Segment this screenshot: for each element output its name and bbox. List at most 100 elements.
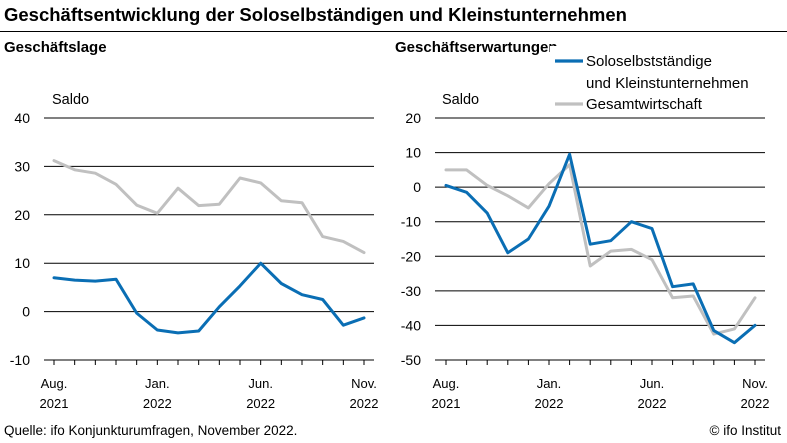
chart-1-ylabel: Saldo <box>442 92 479 108</box>
chart-0-point-solo <box>280 282 283 285</box>
chart-1-point-solo <box>651 227 653 230</box>
chart-0-point-gesamt <box>53 159 55 162</box>
chart-1-legend-label-solo: Soloselbstständige <box>586 53 712 70</box>
chart-1-point-gesamt <box>527 207 530 209</box>
chart-0-point-solo <box>53 276 55 279</box>
chart-1-point-gesamt <box>671 296 674 299</box>
chart-0-xtick-label: Jun. <box>248 376 273 391</box>
chart-0-ytick-label: 20 <box>14 207 30 223</box>
chart-1-legend-bg <box>550 46 786 92</box>
chart-0-point-solo <box>363 317 365 319</box>
chart-0-point-gesamt <box>259 182 262 184</box>
chart-1-ytick-label: 10 <box>405 145 421 161</box>
chart-1-xtick-label: Nov. <box>742 376 768 391</box>
chart-0-point-gesamt <box>363 251 365 254</box>
chart-1-point-gesamt <box>465 169 468 171</box>
chart-1-series-solo <box>444 152 757 345</box>
source-note: Quelle: ifo Konjunkturumfragen, November… <box>4 423 298 438</box>
chart-0-xtick-label: Aug. <box>41 376 68 391</box>
chart-1-point-solo <box>465 191 468 194</box>
chart-0-point-solo <box>156 329 159 331</box>
chart-1-xtick-year: 2022 <box>638 396 667 411</box>
charts-canvas: -10010203040SaldoAug.2021Jan.2022Jun.202… <box>9 46 786 411</box>
chart-0-point-solo <box>342 324 345 326</box>
chart-0-point-solo <box>177 332 179 334</box>
chart-0-point-gesamt <box>197 204 200 207</box>
chart-1-ytick-label: -10 <box>401 214 421 230</box>
chart-0-ytick-label: 0 <box>22 304 30 320</box>
chart-1-ytick-label: 0 <box>413 179 421 195</box>
chart-1-ylabel-bg <box>438 86 490 108</box>
panel-right-title: Geschäftserwartungen <box>395 39 558 56</box>
chart-0-xtick-year: 2021 <box>40 396 69 411</box>
chart-1-point-solo <box>610 239 612 242</box>
chart-0-xtick-label: Nov. <box>351 376 377 391</box>
chart-1-point-gesamt <box>651 258 653 261</box>
chart-1-point-gesamt <box>754 296 756 299</box>
chart-1-point-gesamt <box>630 248 633 251</box>
chart-1-xtick-label: Aug. <box>433 376 460 391</box>
chart-1-xtick-year: 2022 <box>535 396 564 411</box>
chart-0-xtick-year: 2022 <box>350 396 379 411</box>
chart-1-point-solo <box>527 238 530 240</box>
chart-0-xtick-year: 2022 <box>143 396 172 411</box>
chart-1-point-solo <box>445 184 447 187</box>
chart-1-ytick-label: -50 <box>401 352 421 368</box>
chart-1-ytick-label: -20 <box>401 248 421 264</box>
chart-1-point-solo <box>671 285 674 288</box>
chart-0-series-solo <box>52 261 366 335</box>
chart-1-point-gesamt <box>713 333 715 335</box>
chart-0-point-gesamt <box>73 168 76 171</box>
chart-1-point-gesamt <box>486 184 489 187</box>
chart-title: Geschäftsentwicklung der Soloselbständig… <box>4 4 627 25</box>
chart-1-xtick-label: Jun. <box>640 376 665 391</box>
chart-0-point-solo <box>73 279 76 281</box>
chart-0-point-gesamt <box>156 212 159 215</box>
chart-1-ytick-label: -40 <box>401 317 421 333</box>
chart-1-point-solo <box>754 324 756 327</box>
chart-1-point-solo <box>568 153 571 156</box>
chart-1-point-solo <box>733 341 736 344</box>
title-rule <box>0 31 787 32</box>
chart-1-xtick-label: Jan. <box>537 376 562 391</box>
chart-1-point-solo <box>630 220 633 223</box>
chart-1-legend-bg <box>550 89 786 113</box>
panel-left-title: Geschäftslage <box>4 39 107 56</box>
chart-0-point-solo <box>239 285 241 287</box>
chart-0-point-gesamt <box>239 177 241 179</box>
chart-0-point-gesamt <box>94 172 97 174</box>
chart-0-point-gesamt <box>177 187 179 189</box>
chart-1-ytick-label: 20 <box>405 110 421 126</box>
chart-0-series-gesamt <box>52 159 366 255</box>
chart-1-series-gesamt <box>444 163 757 336</box>
chart-1-point-solo <box>713 329 715 332</box>
chart-1-ytick-label: -30 <box>401 283 421 299</box>
chart-0-xtick-label: Jan. <box>145 376 170 391</box>
chart-1-point-gesamt <box>733 328 736 330</box>
chart-1-point-gesamt <box>589 265 591 267</box>
chart-1-xtick-year: 2021 <box>432 396 461 411</box>
chart-1-point-gesamt <box>610 250 612 252</box>
chart-0-point-solo <box>321 298 324 301</box>
chart-0-point-solo <box>259 262 262 265</box>
chart-1-point-gesamt <box>568 163 571 166</box>
chart-1-point-gesamt <box>507 194 509 197</box>
chart-0-ytick-label: 30 <box>14 158 30 174</box>
chart-0-point-solo <box>115 278 117 280</box>
chart-1-legend-label-gesamt: Gesamtwirtschaft <box>586 96 703 113</box>
copyright-note: © ifo Institut <box>709 423 781 438</box>
chart-1-point-solo <box>507 252 509 254</box>
chart-1-point-gesamt <box>548 182 550 185</box>
chart-0-point-gesamt <box>135 204 138 206</box>
chart-0-point-solo <box>301 293 303 296</box>
chart-1-point-gesamt <box>692 295 694 297</box>
chart-0-point-gesamt <box>301 201 303 204</box>
chart-0-point-solo <box>218 305 221 308</box>
chart-1-point-solo <box>692 283 694 285</box>
chart-1-xtick-year: 2022 <box>741 396 770 411</box>
chart-0-ylabel: Saldo <box>52 92 89 108</box>
chart-0-point-gesamt <box>280 199 283 202</box>
chart-0-ytick-label: 40 <box>14 110 30 126</box>
chart-1-point-solo <box>548 205 550 207</box>
chart-0-point-solo <box>135 312 138 314</box>
